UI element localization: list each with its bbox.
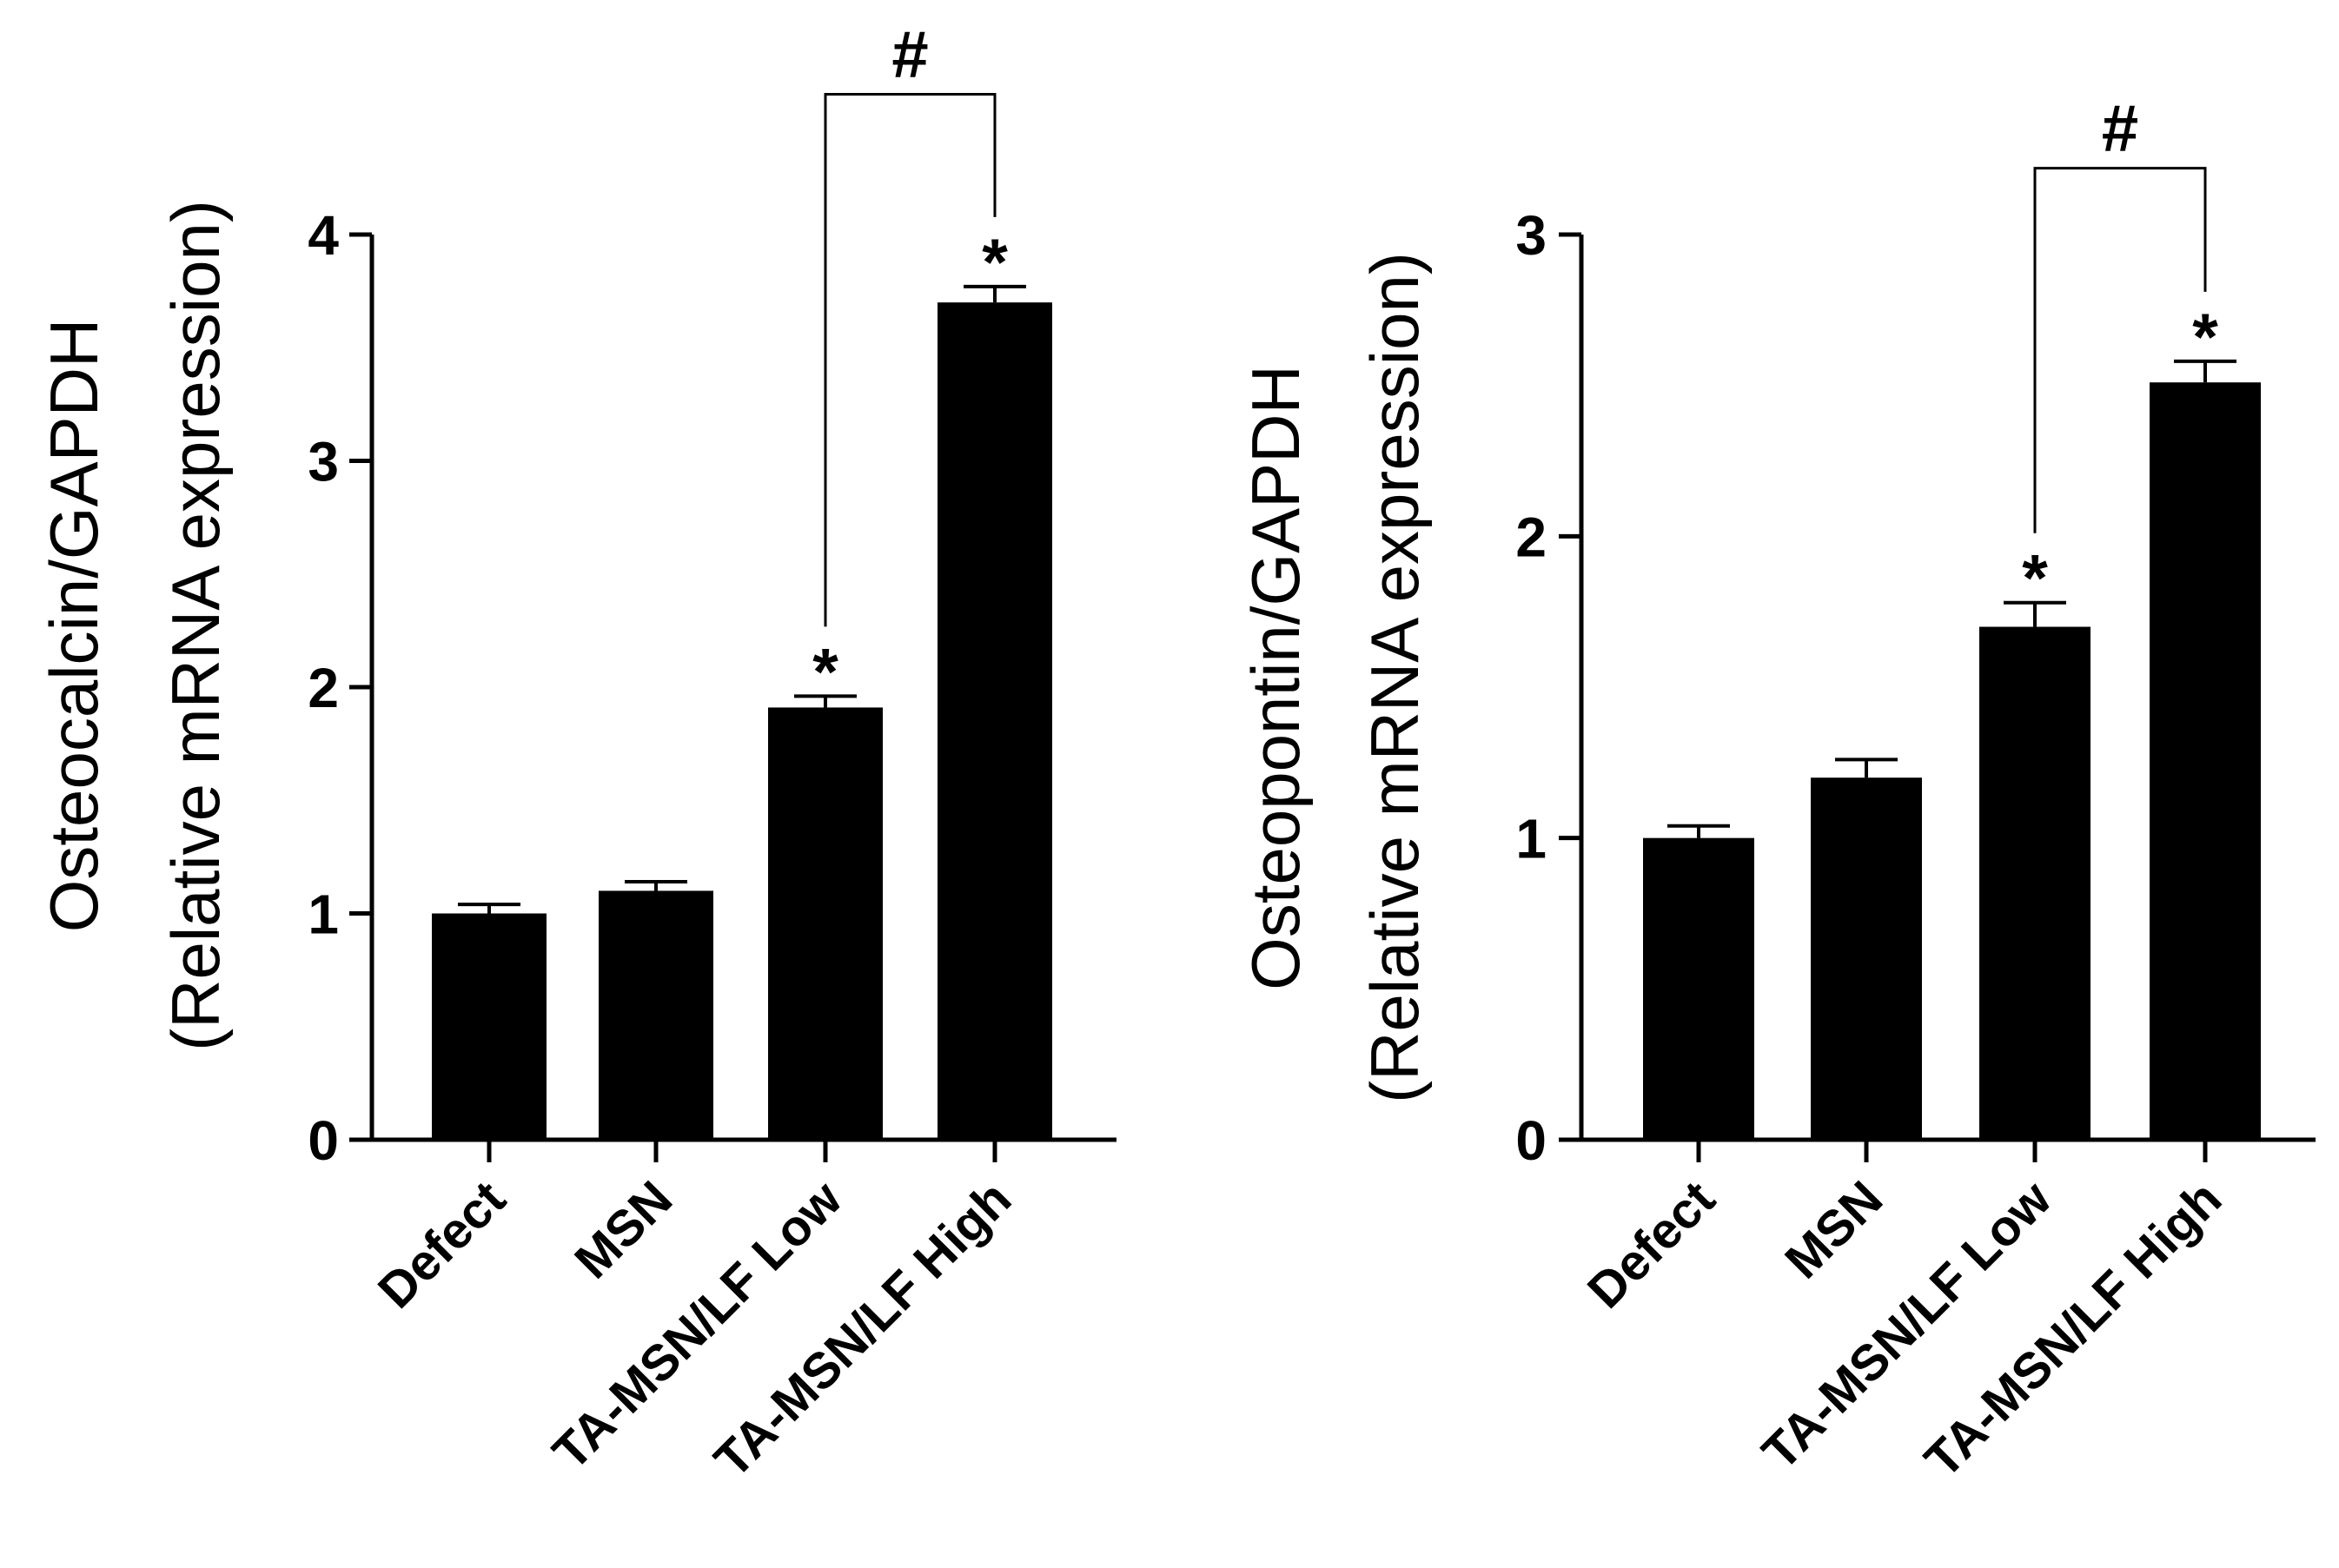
y-tick-label: 3	[308, 431, 339, 493]
bar	[768, 707, 883, 1140]
y-tick-label: 2	[308, 657, 339, 719]
category-label: TA-MSN/LF High	[704, 1170, 1022, 1488]
y-tick-label: 1	[1515, 808, 1547, 870]
y-tick-label: 3	[1515, 204, 1547, 267]
y-axis-label-line2: (Relative mRNA expression)	[157, 200, 234, 1051]
y-axis-label-line1: Osteocalcin/GAPDH	[36, 319, 112, 933]
category-label: MSN	[1774, 1170, 1893, 1289]
significance-mark: *	[982, 226, 1008, 300]
category-label: TA-MSN/LF Low	[542, 1170, 853, 1481]
y-tick-label: 0	[1515, 1109, 1547, 1172]
osteocalcin-chart: 0 1 2 3 4 Defect MSN * TA-MSN/LF Low * TA-MSN/LF H…	[36, 17, 1116, 1489]
y-tick-label: 1	[308, 883, 339, 946]
category-label: TA-MSN/LF Low	[1752, 1170, 2063, 1481]
bar	[938, 302, 1052, 1140]
category-label: Defect	[1577, 1170, 1726, 1319]
bar	[1643, 837, 1754, 1140]
significance-mark: *	[2022, 542, 2048, 616]
category-label: Defect	[368, 1170, 516, 1319]
bar	[432, 913, 547, 1140]
y-tick-label: 2	[1515, 506, 1547, 568]
category-label: TA-MSN/LF High	[1914, 1170, 2232, 1488]
comparison-bracket	[2033, 167, 2207, 533]
y-axis-label-line1: Osteopontin/GAPDH	[1237, 365, 1314, 990]
bar	[599, 890, 713, 1140]
bracket-label: #	[891, 17, 928, 91]
significance-mark: *	[812, 635, 838, 709]
osteopontin-chart: 0 1 2 3 Defect MSN * TA-MSN/LF Low * TA-MSN/LF Hi…	[1237, 92, 2316, 1489]
category-label: MSN	[564, 1170, 683, 1289]
bracket-label: #	[2102, 92, 2138, 166]
y-axis-label-line2: (Relative mRNA expression)	[1356, 252, 1433, 1103]
y-tick-label: 4	[308, 204, 339, 267]
bar	[1811, 777, 1922, 1140]
bar	[1979, 626, 2091, 1140]
significance-mark: *	[2192, 301, 2218, 374]
comparison-bracket	[824, 92, 997, 627]
y-tick-label: 0	[308, 1109, 339, 1172]
bar	[2150, 382, 2261, 1140]
